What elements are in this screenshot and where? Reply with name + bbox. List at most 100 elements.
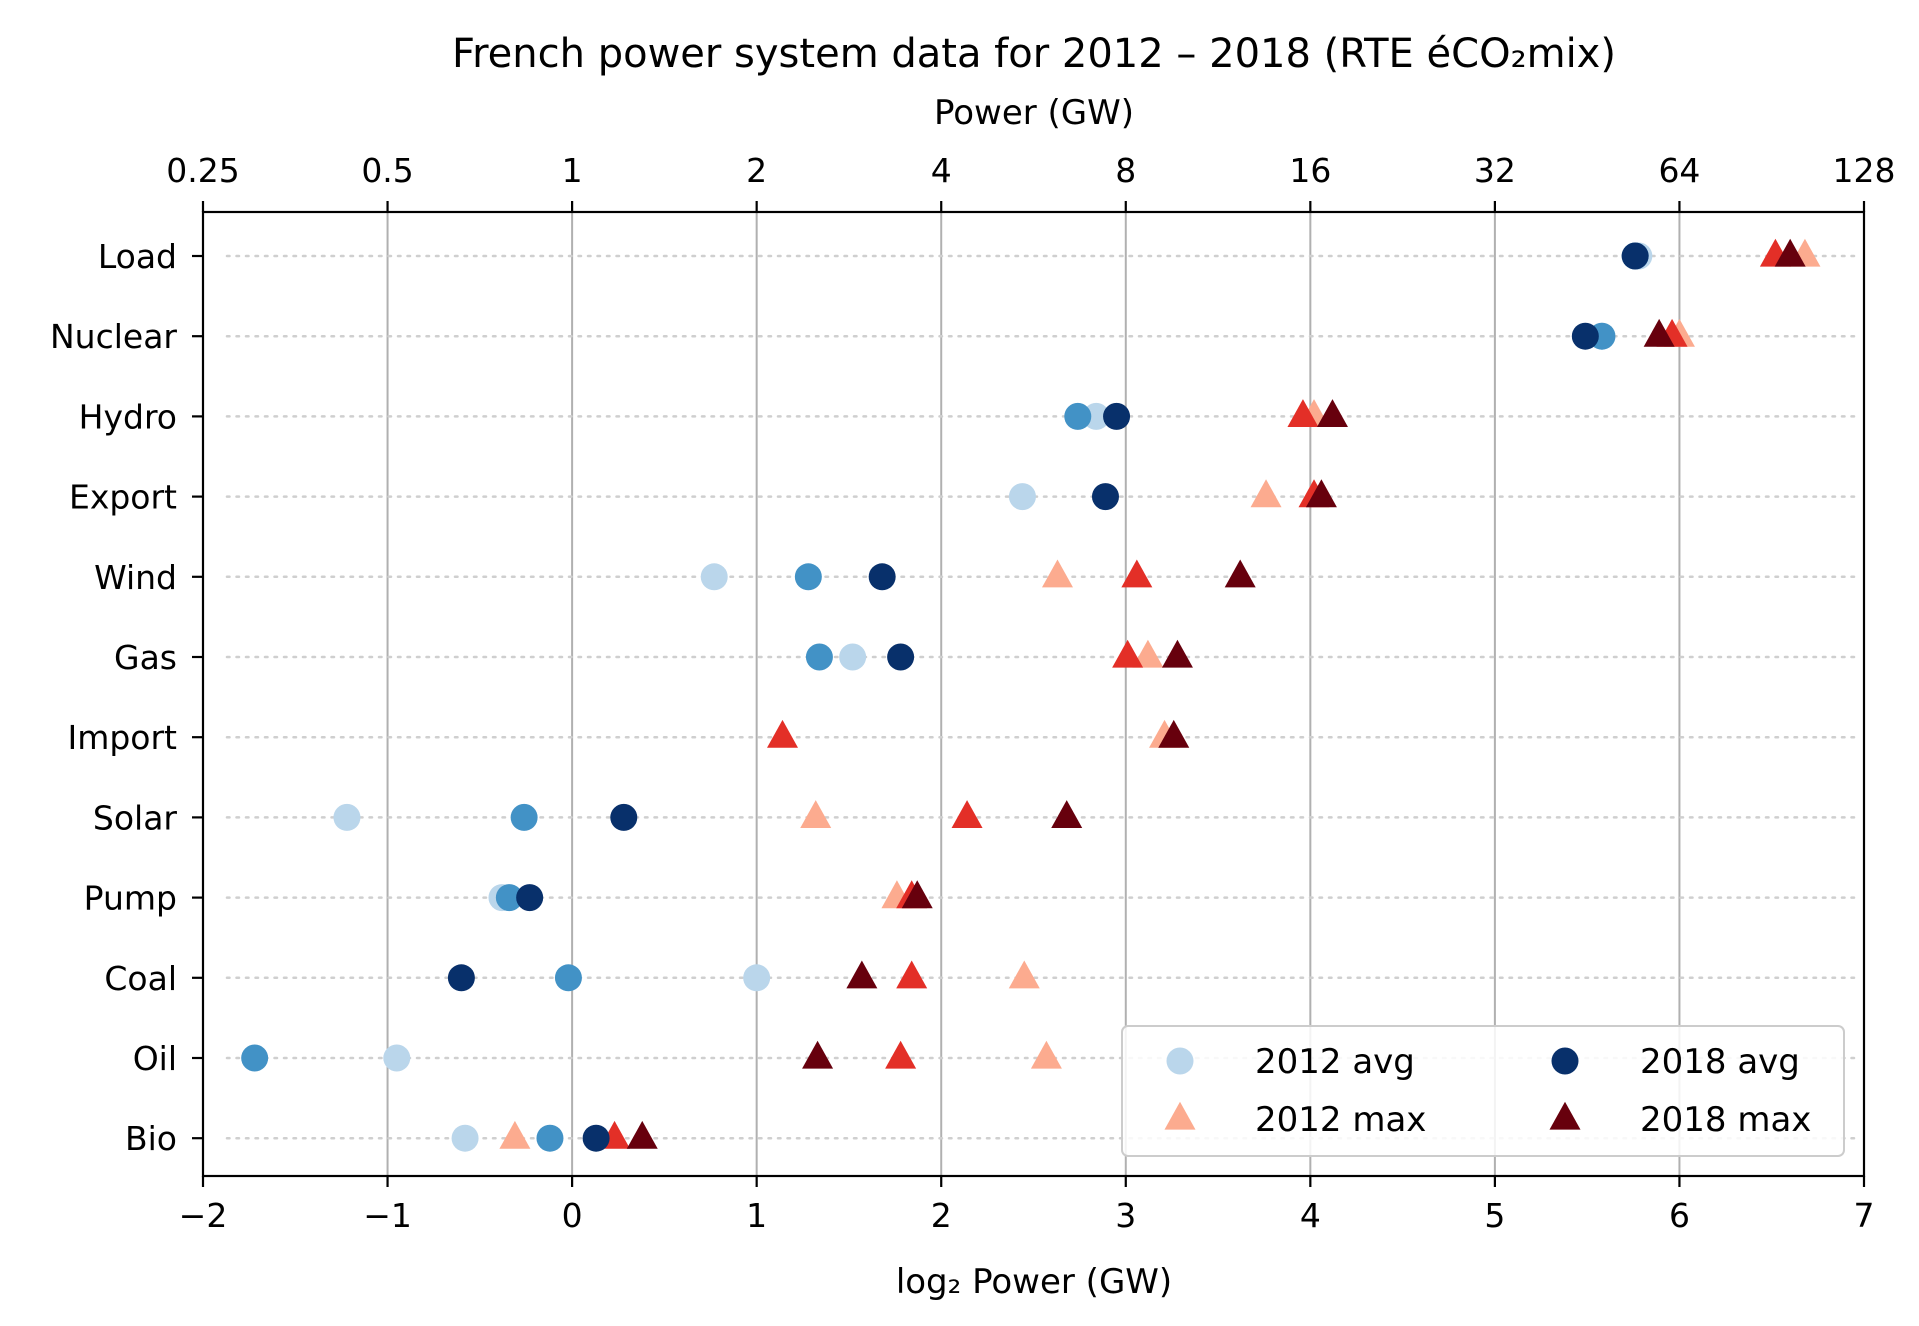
- data-point: [743, 964, 771, 992]
- data-point: [1041, 559, 1073, 588]
- plot-frame: [201, 210, 1866, 1178]
- legend-label: 2018 avg: [1640, 1042, 1800, 1082]
- y-tick-label: Hydro: [79, 397, 177, 436]
- legend-marker: [1549, 1101, 1581, 1130]
- data-point: [626, 1120, 658, 1149]
- data-point: [241, 1044, 269, 1072]
- data-point: [1008, 960, 1040, 989]
- data-point: [1316, 399, 1348, 428]
- data-point: [700, 563, 728, 591]
- data-point: [767, 719, 799, 748]
- data-point: [1082, 402, 1110, 430]
- y-ticks: Load Nuclear Hydro Export Wind Gas Import Solar…: [50, 237, 203, 1158]
- x-tick-label: 6: [1669, 1196, 1690, 1235]
- data-point: [951, 800, 983, 829]
- data-point: [1621, 242, 1649, 270]
- data-point: [495, 884, 523, 912]
- top-axis-label: Power (GW): [934, 93, 1134, 133]
- y-tick-label: Gas: [114, 638, 177, 677]
- data-points: [241, 238, 1821, 1152]
- data-point: [1161, 639, 1193, 668]
- bottom-ticks: −2 −1 0 1 2 3 4 5 6 7: [179, 1176, 1875, 1235]
- y-tick-label: Bio: [125, 1119, 177, 1158]
- data-point: [447, 964, 475, 992]
- data-point: [868, 563, 896, 591]
- data-point: [800, 800, 832, 829]
- x-tick-label: 4: [1300, 1196, 1321, 1235]
- data-point: [1571, 322, 1599, 350]
- data-point: [802, 1040, 834, 1069]
- y-tick-label: Pump: [84, 879, 177, 918]
- top-tick-label: 0.5: [361, 151, 413, 190]
- data-point: [1112, 639, 1144, 668]
- data-point: [846, 960, 878, 989]
- top-tick-label: 4: [931, 151, 952, 190]
- bottom-axis-label: log₂ Power (GW): [896, 1262, 1172, 1302]
- data-point: [1224, 559, 1256, 588]
- data-point: [1643, 318, 1675, 347]
- data-point: [1121, 559, 1153, 588]
- y-tick-label: Solar: [93, 798, 178, 837]
- top-tick-label: 64: [1658, 151, 1700, 190]
- data-point: [1158, 719, 1190, 748]
- data-point: [1132, 639, 1164, 668]
- data-point: [516, 884, 544, 912]
- top-tick-label: 2: [746, 151, 767, 190]
- legend-label: 2012 avg: [1255, 1042, 1415, 1082]
- top-tick-label: 0.25: [166, 151, 239, 190]
- x-tick-label: 5: [1484, 1196, 1505, 1235]
- data-point: [610, 803, 638, 831]
- x-tick-label: 0: [562, 1196, 583, 1235]
- data-point: [1064, 402, 1092, 430]
- x-tick-label: 2: [931, 1196, 952, 1235]
- x-tick-label: 3: [1115, 1196, 1136, 1235]
- data-point: [1091, 483, 1119, 511]
- top-tick-label: 16: [1289, 151, 1331, 190]
- legend-label: 2018 max: [1640, 1100, 1811, 1140]
- y-tick-label: Import: [67, 718, 177, 757]
- data-point: [1287, 399, 1319, 428]
- y-tick-label: Coal: [104, 959, 177, 998]
- legend-marker: [1551, 1047, 1579, 1075]
- top-ticks: 0.25 0.5 1 2 4 8 16 32 64 128: [166, 151, 1896, 212]
- y-tick-label: Nuclear: [50, 317, 177, 356]
- chart-title: French power system data for 2012 – 2018…: [452, 31, 1616, 77]
- top-tick-label: 32: [1474, 151, 1516, 190]
- x-tick-label: −2: [179, 1196, 228, 1235]
- legend: 2012 avg 2012 max 2018 avg 2018 max: [1121, 1025, 1845, 1157]
- data-point: [499, 1120, 531, 1149]
- data-point: [1774, 238, 1806, 267]
- data-point: [839, 643, 867, 671]
- legend-marker: [1166, 1047, 1194, 1075]
- data-point: [1030, 1040, 1062, 1069]
- x-tick-label: 1: [746, 1196, 767, 1235]
- data-point: [554, 964, 582, 992]
- data-point: [1103, 402, 1131, 430]
- legend-marker: [1164, 1101, 1196, 1130]
- data-point: [1051, 800, 1083, 829]
- data-point: [1305, 479, 1337, 508]
- y-tick-label: Wind: [94, 558, 177, 597]
- top-tick-label: 1: [562, 151, 583, 190]
- data-point: [896, 960, 928, 989]
- legend-box: [1121, 1025, 1845, 1157]
- data-point: [1250, 479, 1282, 508]
- legend-label: 2012 max: [1255, 1100, 1426, 1140]
- top-tick-label: 128: [1833, 151, 1896, 190]
- data-point: [383, 1044, 411, 1072]
- data-point: [333, 803, 361, 831]
- x-tick-label: −1: [363, 1196, 412, 1235]
- data-point: [536, 1124, 564, 1152]
- y-tick-label: Load: [98, 237, 177, 276]
- x-tick-label: 7: [1854, 1196, 1875, 1235]
- data-point: [582, 1124, 610, 1152]
- y-tick-label: Export: [69, 478, 177, 517]
- data-point: [794, 563, 822, 591]
- data-point: [451, 1124, 479, 1152]
- data-point: [901, 880, 933, 909]
- data-point: [885, 1040, 917, 1069]
- data-point: [1008, 483, 1036, 511]
- y-tick-label: Oil: [133, 1039, 177, 1078]
- top-tick-label: 8: [1115, 151, 1136, 190]
